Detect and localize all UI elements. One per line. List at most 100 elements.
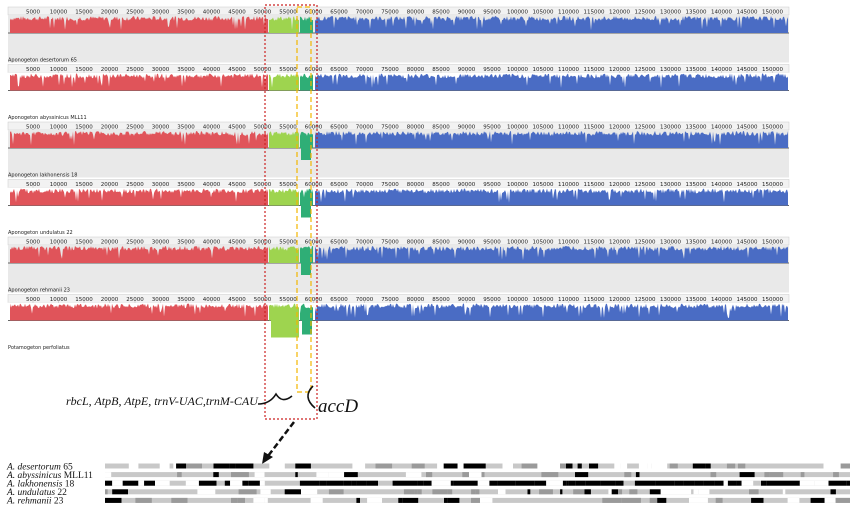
alignment-segment <box>761 480 767 486</box>
ruler-tick-label: 105000 <box>533 67 554 73</box>
ruler-tick-label: 40000 <box>203 297 221 303</box>
ruler-tick-label: 25000 <box>126 239 144 245</box>
ruler-tick-label: 65000 <box>330 124 348 130</box>
ruler-tick-label: 50000 <box>254 9 272 15</box>
ruler-tick-label: 115000 <box>584 182 605 188</box>
ruler-tick-label: 70000 <box>356 67 374 73</box>
ruler-tick-label: 70000 <box>356 297 374 303</box>
ruler-tick-label: 5000 <box>26 67 40 73</box>
lcb-block-green <box>269 246 299 263</box>
ruler-tick-label: 145000 <box>737 297 758 303</box>
genes-brace <box>257 392 293 405</box>
ruler-tick-label: 150000 <box>762 124 783 130</box>
ruler-tick-label: 105000 <box>533 182 554 188</box>
ruler-tick-label: 85000 <box>432 67 450 73</box>
alignment-segment <box>328 472 345 478</box>
lcb-block-red <box>10 246 268 263</box>
alignment-segment <box>356 480 367 486</box>
gene-annotations: rbcL, AtpB, AtpE, trnV-UAC,trnM-CAU accD <box>66 385 358 464</box>
alignment-segment <box>553 463 560 469</box>
ruler-tick-label: 105000 <box>533 297 554 303</box>
alignment-segment <box>471 489 476 495</box>
lcb-block-blue <box>315 303 788 321</box>
alignment-segment <box>213 463 230 469</box>
ruler-tick-label: 100000 <box>507 67 528 73</box>
ruler-tick-label: 85000 <box>432 124 450 130</box>
alignment-segment <box>231 497 238 503</box>
alignment-segment <box>443 463 458 469</box>
ruler-tick-label: 10000 <box>50 182 68 188</box>
alignment-segment <box>326 480 344 486</box>
ruler-tick-label: 145000 <box>737 9 758 15</box>
alignment-segment <box>615 480 622 486</box>
ruler-tick-label: 70000 <box>356 9 374 15</box>
alignment-segment <box>423 480 432 486</box>
ruler-tick-label: 45000 <box>228 9 246 15</box>
lcb-block-teal-inverted <box>301 148 311 160</box>
ruler-tick-label: 15000 <box>75 9 93 15</box>
lcb-block-green <box>269 131 299 148</box>
alignment-segment <box>469 463 486 469</box>
ruler-tick-label: 65000 <box>330 239 348 245</box>
accd-label: accD <box>318 396 358 417</box>
ruler-tick-label: 20000 <box>101 124 119 130</box>
lcb-block-teal <box>300 131 313 148</box>
genes-label: rbcL, AtpB, AtpE, trnV-UAC,trnM-CAU <box>66 394 259 408</box>
alignment-segment <box>343 480 352 486</box>
ruler-tick-label: 5000 <box>26 9 40 15</box>
alignment-segment <box>736 480 742 486</box>
alignment-segment <box>546 480 563 486</box>
alignment-segment <box>397 480 418 486</box>
alignment-segment <box>692 463 706 469</box>
alignment-segment <box>498 489 506 495</box>
ruler-tick-label: 110000 <box>558 124 579 130</box>
lcb-block-green <box>269 16 299 33</box>
ruler-tick-label: 20000 <box>101 67 119 73</box>
alignment-segment <box>155 480 170 486</box>
alignment-segment <box>620 463 628 469</box>
alignment-segment <box>310 497 323 503</box>
ruler-tick-label: 110000 <box>558 9 579 15</box>
ruler-tick-label: 50000 <box>254 182 272 188</box>
ruler-tick-label: 100000 <box>507 297 528 303</box>
lcb-block-blue <box>315 246 788 263</box>
alignment-segment <box>814 480 829 486</box>
ruler-tick-label: 75000 <box>381 9 399 15</box>
alignment-segment <box>138 480 144 486</box>
ruler-tick-label: 85000 <box>432 9 450 15</box>
alignment-segment <box>573 489 585 495</box>
ruler-tick-label: 80000 <box>407 239 425 245</box>
lcb-block-green <box>269 188 299 206</box>
track-name: Aponogeton rehmanii 23 <box>8 288 70 294</box>
track-name: Aponogeton lakhonensis 18 <box>8 173 77 179</box>
alignment-segment <box>461 480 478 486</box>
alignment-segment <box>660 489 679 495</box>
alignment-segment <box>649 489 661 495</box>
alignment-segment <box>608 489 612 495</box>
ruler-tick-label: 130000 <box>660 239 681 245</box>
alignment-segment <box>431 480 451 486</box>
alignment-segment <box>405 472 422 478</box>
ruler-tick-label: 5000 <box>26 124 40 130</box>
track-name: Aponogeton undulatus 22 <box>8 230 73 236</box>
lcb-block-blue <box>315 188 788 206</box>
alignment-segment <box>782 489 786 495</box>
ruler-tick-label: 20000 <box>101 9 119 15</box>
genome-track: 5000 10000 15000 20000 25000 30000 35000 40000 4… <box>7 64 790 121</box>
ruler-tick-label: 125000 <box>635 9 656 15</box>
alignment-segment <box>403 489 415 495</box>
ruler-tick-label: 105000 <box>533 124 554 130</box>
alignment-segment <box>584 489 591 495</box>
alignment-segment <box>235 463 254 469</box>
ruler-tick-label: 125000 <box>635 67 656 73</box>
alignment-segment <box>650 480 656 486</box>
lcb-block-teal <box>300 188 313 206</box>
ruler-tick-label: 135000 <box>686 239 707 245</box>
alignment-segment <box>800 472 805 478</box>
ruler-tick-label: 95000 <box>483 124 501 130</box>
alignment-segment <box>566 480 569 486</box>
ruler-tick-label: 75000 <box>381 239 399 245</box>
lcb-block-red <box>10 131 268 148</box>
ruler-tick-label: 10000 <box>50 297 68 303</box>
